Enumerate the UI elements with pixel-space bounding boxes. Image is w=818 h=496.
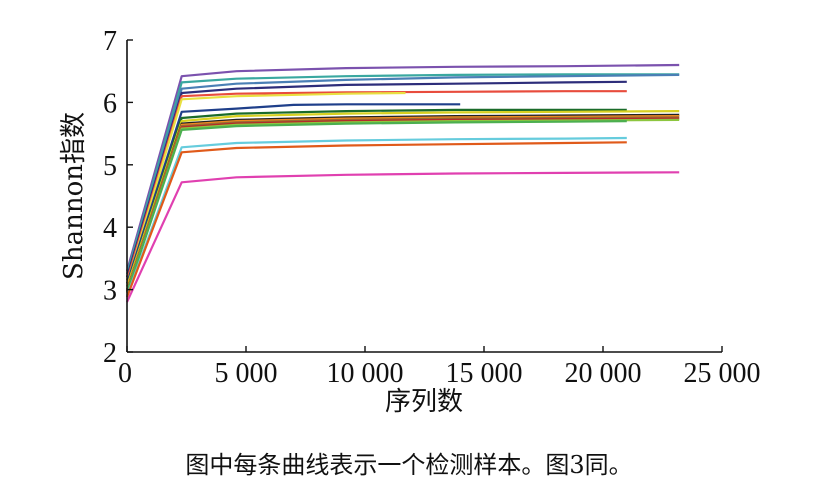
series-line-8 (125, 108, 627, 287)
y-axis-title: Shannon指数 (59, 112, 89, 280)
series-line-5 (125, 90, 627, 281)
series-line-11 (125, 115, 680, 290)
x-tick-label: 15 000 (446, 358, 523, 389)
figure-caption: 图中每条曲线表示一个检测样本。图3同。 (185, 451, 633, 479)
series-line-10 (125, 113, 680, 290)
y-tick-label: 5 (103, 151, 117, 182)
x-tick-label: 0 (118, 358, 132, 389)
y-tick-label: 4 (103, 213, 117, 244)
x-tick-label: 20 000 (565, 358, 642, 389)
series-line-13 (125, 117, 680, 292)
y-tick-label: 7 (103, 26, 117, 57)
shannon-rarefaction-chart: 2 3 4 5 6 7 0 5 000 10 000 15 000 20 000 25 000 序列数… (59, 26, 761, 417)
ticks-layer: 2 3 4 5 6 7 0 5 000 10 000 15 000 20 000 25 000 (103, 26, 761, 389)
x-axis-title: 序列数 (385, 387, 463, 417)
series-line-9 (125, 110, 680, 287)
series-line-18 (125, 171, 680, 303)
series-line-17 (125, 141, 627, 298)
y-tick-label: 3 (103, 276, 117, 307)
x-tick-label: 10 000 (327, 358, 404, 389)
y-tick-label: 6 (103, 88, 117, 119)
y-tick-label: 2 (103, 338, 117, 369)
axes-layer (126, 40, 722, 353)
series-line-16 (125, 136, 627, 297)
series-line-4 (125, 80, 627, 278)
series-line-12 (125, 116, 680, 292)
series-layer (125, 63, 680, 303)
x-tick-label: 25 000 (684, 358, 761, 389)
series-line-15 (125, 120, 627, 294)
series-line-1 (125, 63, 680, 272)
series-line-7 (125, 103, 461, 284)
series-line-2 (125, 73, 680, 275)
series-line-6 (125, 91, 406, 284)
series-line-3 (125, 73, 680, 278)
series-line-14 (125, 118, 680, 293)
x-tick-label: 5 000 (215, 358, 278, 389)
